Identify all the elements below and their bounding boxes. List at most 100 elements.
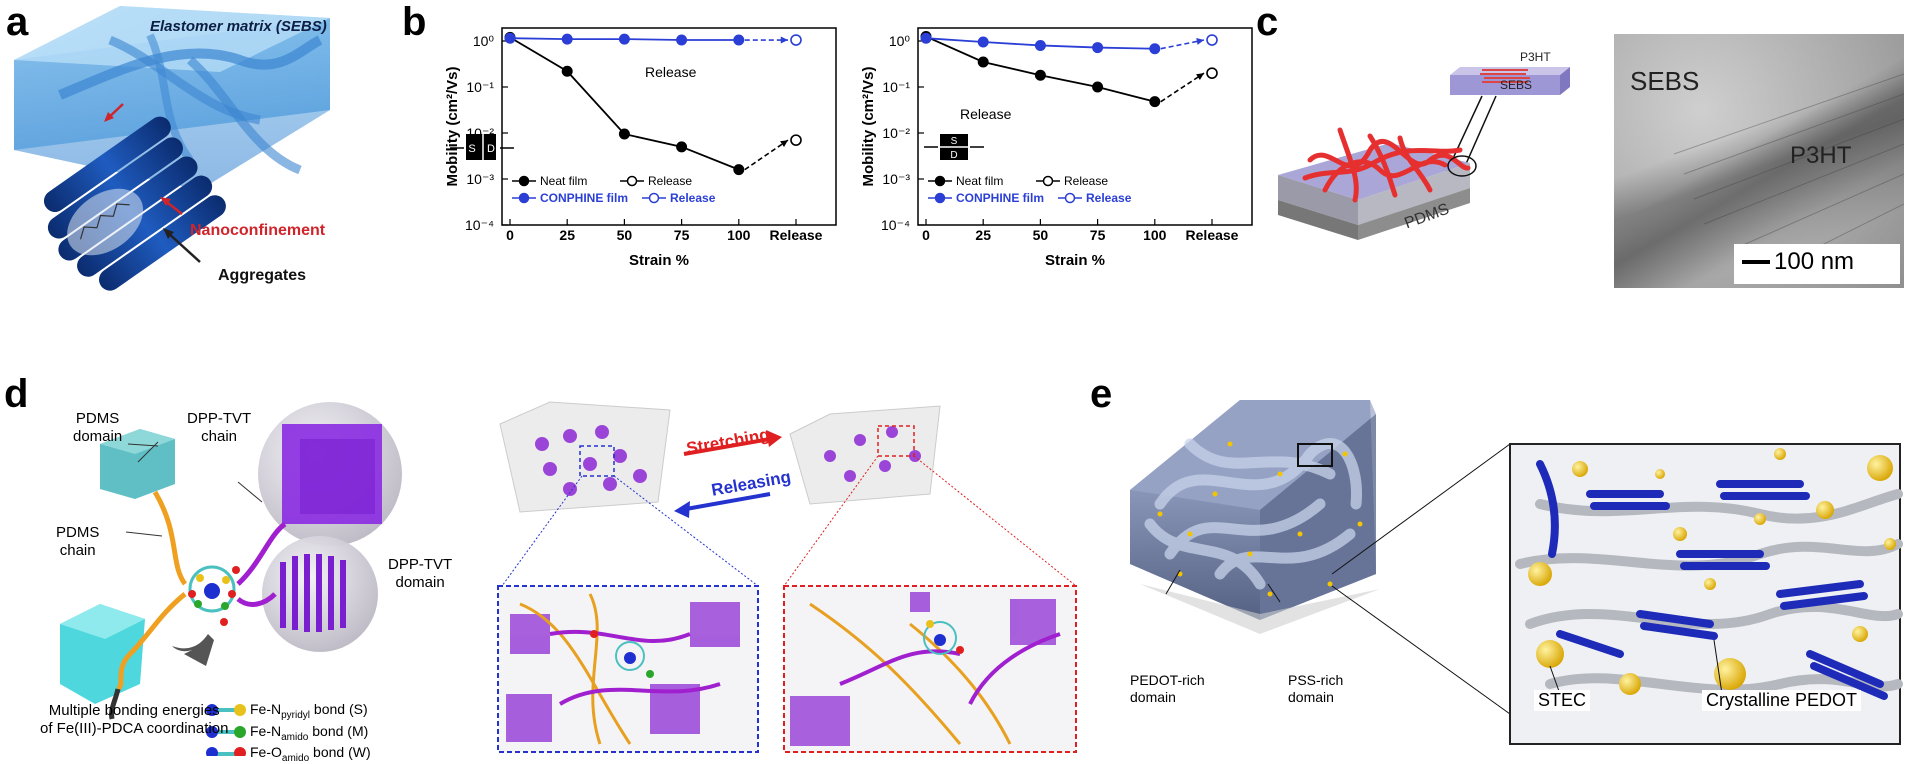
x-tick-label: Release [770, 227, 823, 243]
panel-a-illustration [14, 6, 330, 291]
data-point [1034, 69, 1046, 81]
release-arrowhead [780, 140, 788, 148]
legend-label: Release [1064, 174, 1108, 188]
pdms-domain-line2: domain [73, 428, 123, 445]
device-illustration [1278, 67, 1570, 240]
pss-rich-label: PSS-rich domain [1288, 672, 1343, 706]
data-point [920, 32, 932, 44]
data-point [676, 141, 688, 153]
x-tick-label: 75 [674, 227, 690, 243]
data-point [790, 34, 802, 46]
release-arrow [1160, 72, 1205, 103]
pdms-chain-line1: PDMS [56, 524, 100, 541]
pdms-chain-label: PDMS chain [56, 524, 99, 560]
panel-c-letter: c [1256, 0, 1279, 44]
pss-rich-line2: domain [1288, 689, 1334, 705]
legend-label: Release [670, 191, 716, 205]
nanoconfinement-label: Nanoconfinement [190, 222, 326, 239]
legend-label: CONPHINE film [956, 191, 1044, 205]
release-arrowhead [780, 36, 788, 44]
panel-e-letter: e [1090, 372, 1113, 416]
y-tick-label: 10⁻² [882, 125, 910, 141]
device-d-label: D [950, 150, 957, 161]
p3ht-top-label: P3HT [1520, 50, 1551, 64]
y-tick-label: 10⁻¹ [466, 79, 494, 95]
x-tick-label: 25 [559, 227, 575, 243]
legend-label: CONPHINE film [540, 191, 628, 205]
scale-bar-label: 100 nm [1774, 248, 1855, 275]
data-point [676, 34, 688, 46]
bond-m-label: Fe-Namido bond (M) [250, 723, 368, 743]
data-point [1092, 42, 1104, 54]
x-tick-label: 0 [922, 227, 930, 243]
x-axis-label: Strain % [1045, 252, 1105, 269]
tem-p3ht-label: P3HT [1790, 142, 1852, 169]
release-arrow [744, 139, 789, 171]
aggregates-label: Aggregates [218, 267, 307, 284]
dpp-domain-line1: DPP-TVT [388, 556, 453, 573]
dpp-domain-label: DPP-TVT domain [388, 556, 452, 592]
crystalline-pedot-label: Crystalline PEDOT [1702, 690, 1862, 711]
legend-marker [518, 192, 530, 204]
y-tick-label: 10⁰ [473, 33, 495, 49]
data-point [790, 134, 802, 146]
dpp-domain-line2: domain [395, 574, 445, 591]
y-tick-label: 10⁻³ [466, 171, 494, 187]
release-annotation: Release [645, 64, 697, 80]
y-axis-label: Mobility (cm²/Vs) [444, 66, 461, 186]
legend-label: Release [648, 174, 692, 188]
pedot-rich-line2: domain [1130, 689, 1176, 705]
x-tick-label: 50 [617, 227, 633, 243]
data-point [1149, 43, 1161, 55]
y-tick-label: 10⁰ [889, 33, 911, 49]
data-point [1206, 34, 1218, 46]
legend-marker [518, 175, 530, 187]
y-tick-label: 10⁻⁴ [465, 217, 494, 233]
multiple-bonding-label: Multiple bonding energies of Fe(III)-PDC… [40, 702, 228, 738]
bond-m-sub: amido [281, 731, 309, 743]
bond-w-post: bond (W) [309, 744, 371, 760]
x-tick-label: 100 [727, 227, 751, 243]
bond-w-pre: Fe-O [250, 744, 282, 760]
plot-frame [917, 27, 1253, 226]
data-point [977, 36, 989, 48]
x-tick-label: 0 [506, 227, 514, 243]
data-point [561, 65, 573, 77]
tem-texture [1673, 73, 1904, 284]
data-point [1149, 96, 1161, 108]
legend-marker [626, 175, 638, 187]
legend-label: Neat film [540, 174, 587, 188]
data-point [618, 128, 630, 140]
bond-s-post: bond (S) [310, 701, 368, 717]
data-point [977, 56, 989, 68]
data-point [1092, 81, 1104, 93]
x-tick-label: 100 [1143, 227, 1167, 243]
panel-d-letter: d [4, 372, 29, 416]
elastomer-label: Elastomer matrix (SEBS) [150, 18, 327, 35]
panel-b-letter: b [402, 0, 427, 44]
legend-marker [934, 192, 946, 204]
x-axis-label: Strain % [629, 252, 689, 269]
x-tick-label: Release [1186, 227, 1239, 243]
bond-m-post: bond (M) [308, 723, 369, 739]
y-tick-label: 10⁻¹ [882, 79, 910, 95]
pdms-chain-line2: chain [59, 542, 96, 559]
device-icon: SD [924, 134, 984, 161]
y-axis-label: Mobility (cm²/Vs) [860, 66, 877, 186]
tem-image: SEBS P3HT 100 nm [1614, 34, 1904, 288]
pss-rich-line1: PSS-rich [1288, 672, 1344, 688]
legend-label: Release [1086, 191, 1132, 205]
stec-label: STEC [1534, 690, 1591, 711]
bond-s-pre: Fe-N [250, 701, 282, 717]
data-point [618, 33, 630, 45]
legend-marker [648, 192, 660, 204]
dpp-chain-line2: chain [201, 428, 238, 445]
data-point [561, 33, 573, 45]
pdms-domain-label: PDMS domain [73, 410, 122, 446]
device-d-label: D [487, 143, 495, 155]
x-tick-label: 75 [1090, 227, 1106, 243]
dpp-tvt-illustration [60, 402, 402, 756]
x-tick-label: 50 [1033, 227, 1049, 243]
